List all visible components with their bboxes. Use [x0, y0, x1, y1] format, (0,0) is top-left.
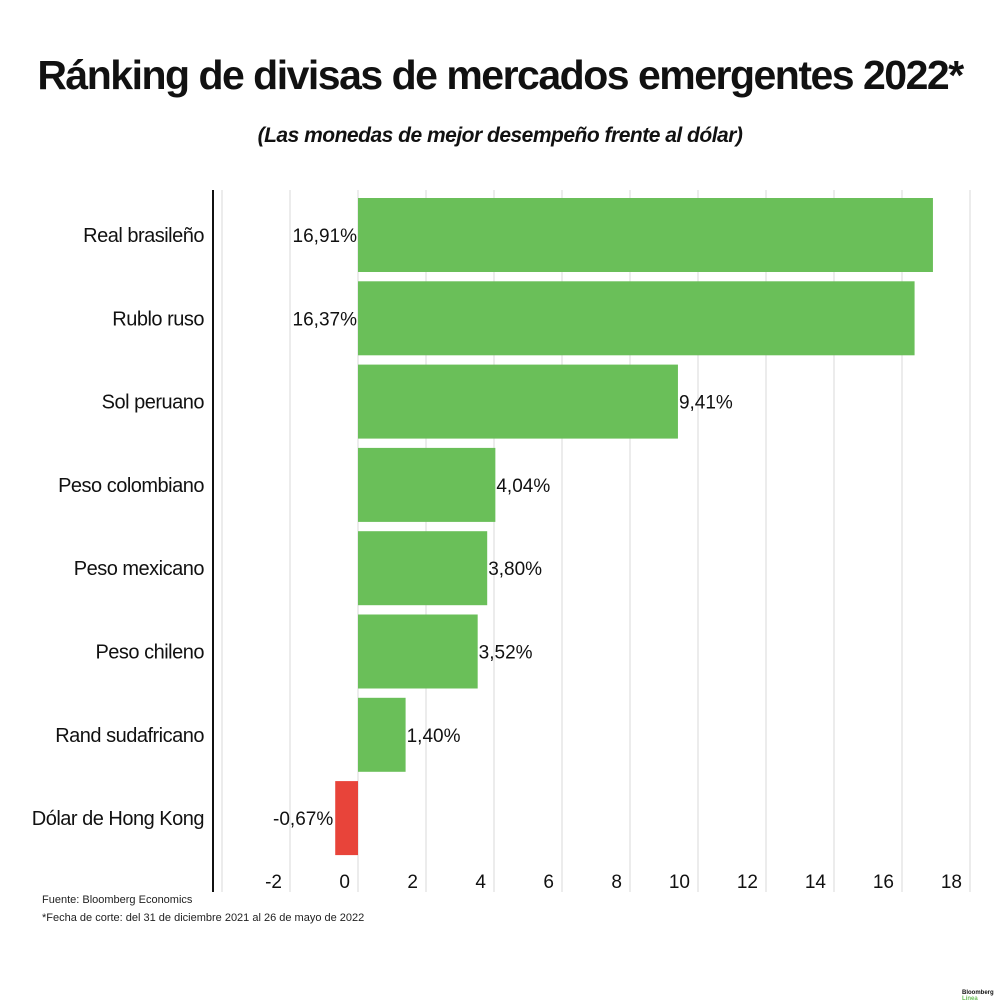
bar: [358, 531, 488, 606]
bar: [358, 697, 406, 772]
data-label: 1,40%: [407, 726, 461, 747]
data-label: 3,80%: [488, 559, 542, 580]
x-tick-label: 10: [669, 872, 690, 893]
data-label: 4,04%: [496, 476, 550, 497]
logo-sub: Línea: [962, 996, 978, 1002]
bar: [358, 447, 496, 522]
bar: [358, 281, 915, 356]
category-label: Rublo ruso: [112, 308, 204, 330]
bar: [358, 198, 933, 272]
data-label: 16,91%: [293, 226, 358, 247]
bar: [358, 364, 678, 439]
data-label: 16,37%: [293, 309, 358, 330]
category-label: Peso colombiano: [58, 475, 204, 497]
cutoff-note: *Fecha de corte: del 31 de diciembre 202…: [42, 912, 365, 924]
chart-subtitle: (Las monedas de mejor desempeño frente a…: [257, 124, 743, 147]
category-label: Peso chileno: [95, 642, 204, 664]
category-label: Peso mexicano: [74, 558, 205, 580]
x-tick-label: 2: [407, 872, 418, 893]
x-tick-label: 16: [873, 872, 894, 893]
logo-name: Bloomberg: [962, 990, 994, 996]
x-tick-label: 6: [543, 872, 554, 893]
x-tick-label: 0: [339, 872, 350, 893]
source-note: Fuente: Bloomberg Economics: [42, 894, 193, 906]
chart-title: Ránking de divisas de mercados emergente…: [37, 52, 964, 98]
bloomberg-logo: Bloomberg Línea: [962, 990, 994, 1002]
x-tick-label: 18: [941, 872, 962, 893]
data-label: 9,41%: [679, 393, 733, 414]
x-tick-label: -2: [265, 872, 282, 893]
data-label: 3,52%: [479, 643, 533, 664]
category-label: Sol peruano: [102, 392, 205, 414]
x-tick-label: 14: [805, 872, 827, 893]
data-label: -0,67%: [273, 809, 333, 830]
x-tick-label: 12: [737, 872, 758, 893]
bar: [358, 614, 478, 689]
bar: [335, 781, 358, 856]
x-tick-label: 8: [611, 872, 622, 893]
category-label: Real brasileño: [83, 225, 204, 247]
category-label: Dólar de Hong Kong: [32, 808, 204, 830]
category-label: Rand sudafricano: [55, 725, 204, 747]
x-tick-label: 4: [475, 872, 486, 893]
